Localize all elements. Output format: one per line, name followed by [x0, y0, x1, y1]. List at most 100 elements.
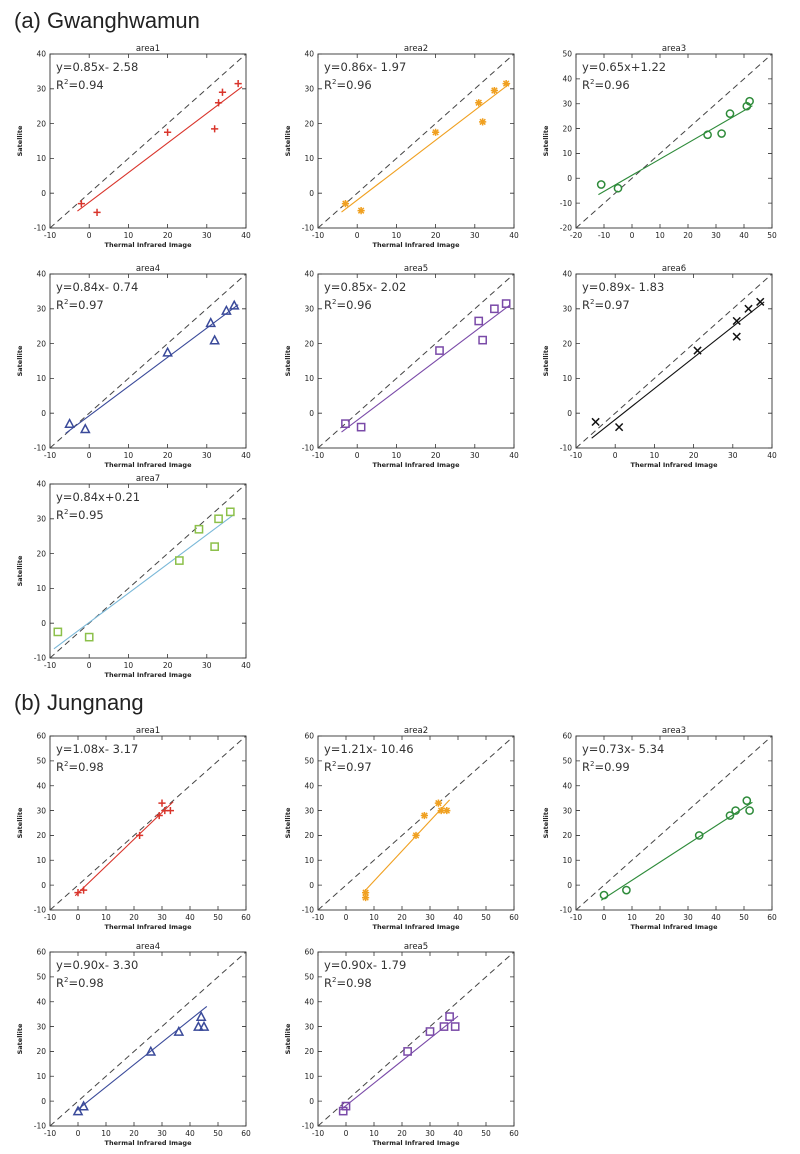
- x-tick-label: -10: [570, 451, 582, 460]
- panel-title: area2: [404, 44, 428, 54]
- x-tick-label: 30: [157, 1129, 167, 1138]
- y-tick-label: 60: [304, 732, 314, 741]
- one-to-one-line: [318, 274, 514, 448]
- x-tick-label: 30: [470, 451, 480, 460]
- x-tick-label: 30: [202, 661, 212, 670]
- y-tick-label: 30: [36, 85, 46, 94]
- data-point: [173, 1025, 185, 1036]
- data-point: [622, 885, 631, 895]
- r-squared: R2=0.98: [56, 760, 104, 774]
- plot-frame: [317, 273, 515, 449]
- x-tick-label: 10: [124, 451, 134, 460]
- x-tick-label: 40: [241, 451, 251, 460]
- x-tick-label: 30: [470, 231, 480, 240]
- regression-equation: y=0.85x- 2.02: [324, 280, 406, 294]
- x-tick-label: 10: [369, 913, 379, 922]
- x-tick-label: 10: [627, 913, 637, 922]
- y-tick-label: 0: [309, 1097, 314, 1106]
- x-tick-label: 0: [76, 913, 81, 922]
- y-tick-label: -10: [560, 199, 572, 208]
- y-tick-label: 30: [36, 1022, 46, 1031]
- x-tick-label: 60: [241, 1129, 251, 1138]
- x-tick-label: -10: [598, 231, 610, 240]
- data-point: [694, 831, 704, 840]
- regression-equation: y=0.86x- 1.97: [324, 60, 406, 74]
- section-title-gwanghwamun: (a) Gwanghwamun: [14, 8, 200, 33]
- y-tick-label: 10: [304, 154, 314, 163]
- x-tick-label: 50: [767, 231, 777, 240]
- x-tick-label: 0: [355, 451, 360, 460]
- y-tick-label: 40: [36, 480, 46, 489]
- data-point: [731, 806, 740, 815]
- y-tick-label: -10: [34, 906, 46, 915]
- x-tick-label: 30: [425, 1129, 435, 1138]
- plot-frame: [317, 735, 515, 911]
- data-point: [490, 304, 499, 314]
- y-tick-label: 40: [562, 270, 572, 279]
- r-squared: R2=0.96: [324, 298, 372, 312]
- x-tick-label: 40: [711, 913, 721, 922]
- r-squared: R2=0.97: [582, 298, 630, 312]
- data-point: [79, 423, 91, 434]
- data-point: [478, 335, 487, 345]
- data-points: [341, 79, 510, 215]
- x-tick-label: 10: [124, 231, 134, 240]
- y-tick-label: 0: [309, 409, 314, 418]
- x-tick-label: 60: [767, 913, 777, 922]
- data-point: [596, 180, 606, 189]
- r-squared: R2=0.94: [56, 78, 104, 92]
- x-tick-label: 20: [655, 913, 665, 922]
- panel-title: area3: [662, 726, 686, 736]
- x-tick-label: 0: [602, 913, 607, 922]
- y-tick-label: 10: [36, 1072, 46, 1081]
- one-to-one-line: [576, 54, 772, 228]
- data-point: [214, 514, 223, 524]
- y-tick-label: 0: [567, 409, 572, 418]
- x-tick-label: -10: [570, 913, 582, 922]
- y-tick-label: -10: [34, 654, 46, 663]
- x-tick-label: -10: [312, 231, 324, 240]
- x-tick-label: 0: [76, 1129, 81, 1138]
- x-tick-label: 20: [397, 913, 407, 922]
- plot-frame: [317, 53, 515, 229]
- data-points: [77, 79, 242, 216]
- data-points: [591, 297, 765, 432]
- data-points: [599, 796, 754, 900]
- data-point: [158, 799, 166, 807]
- one-to-one-line: [50, 952, 246, 1126]
- data-points: [338, 1012, 460, 1116]
- scatter-panel-4: area4 -10 0 10 20 30 40 -10 0 10 20 30 40 Thermal Inf…: [16, 264, 251, 469]
- regression-line: [74, 801, 174, 897]
- y-tick-label: 30: [36, 806, 46, 815]
- regression-equation: y=0.84x+0.21: [56, 490, 140, 504]
- y-tick-label: 10: [304, 374, 314, 383]
- y-axis-label: Satellite: [542, 125, 550, 156]
- y-tick-label: -10: [302, 1122, 314, 1131]
- x-axis-label: Thermal Infrared Image: [105, 923, 193, 931]
- data-point: [425, 1027, 435, 1036]
- x-tick-label: 0: [344, 1129, 349, 1138]
- data-points: [341, 299, 511, 432]
- y-tick-label: 30: [562, 806, 572, 815]
- scatter-panel-12: area5 -10 0 10 20 30 40 50 60 -10 0 10 20 30 40 50 60 The…: [284, 942, 519, 1147]
- x-tick-label: 40: [185, 913, 195, 922]
- data-point: [145, 1045, 157, 1056]
- y-tick-label: 20: [36, 339, 46, 348]
- data-point: [403, 1047, 412, 1056]
- data-point: [53, 627, 63, 637]
- x-tick-label: 50: [481, 913, 491, 922]
- data-point: [194, 524, 204, 534]
- y-tick-label: 30: [304, 1022, 314, 1031]
- data-points: [53, 507, 235, 642]
- panel-title: area1: [136, 44, 160, 54]
- panel-title: area5: [404, 942, 428, 952]
- r-squared: R2=0.97: [56, 298, 104, 312]
- y-axis-label: Satellite: [284, 807, 292, 838]
- regression-equation: y=1.21x- 10.46: [324, 742, 414, 756]
- data-point: [756, 297, 765, 306]
- regression-line: [591, 301, 765, 439]
- y-tick-label: 30: [36, 305, 46, 314]
- scatter-panel-2: area2 -10 0 10 20 30 40 -10 0 10 20 30 40 Thermal Inf…: [284, 44, 519, 249]
- x-tick-label: 20: [129, 1129, 139, 1138]
- x-tick-label: 40: [509, 231, 519, 240]
